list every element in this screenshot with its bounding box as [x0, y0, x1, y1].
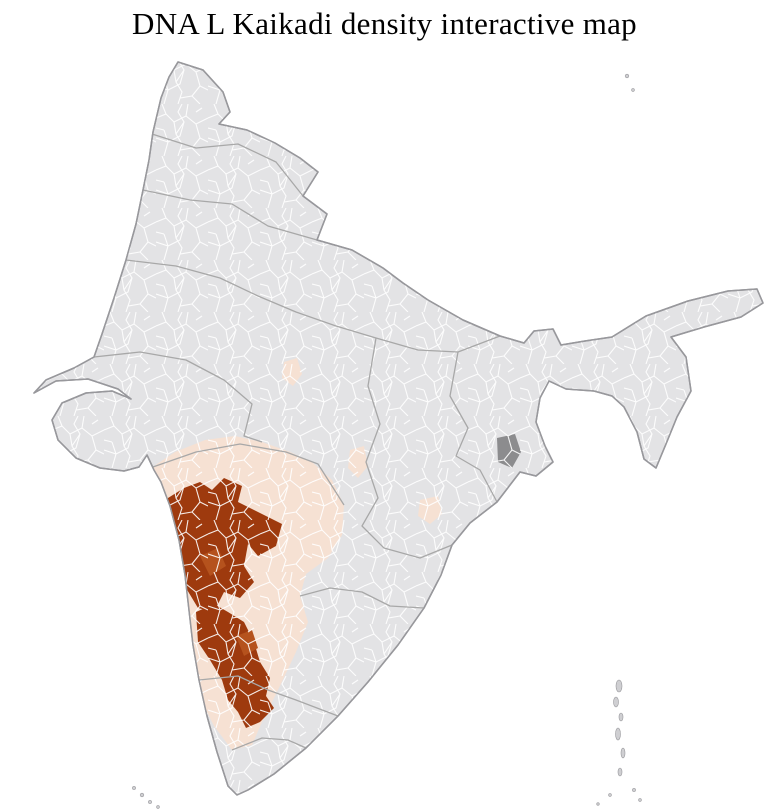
state-borders	[93, 133, 625, 751]
lakshadweep-islands[interactable]	[132, 786, 160, 809]
india-outline	[33, 61, 764, 796]
page-title: DNA L Kaikadi density interactive map	[132, 6, 637, 41]
andaman-islands[interactable]	[596, 73, 642, 806]
district-borders-mesh	[34, 62, 763, 795]
